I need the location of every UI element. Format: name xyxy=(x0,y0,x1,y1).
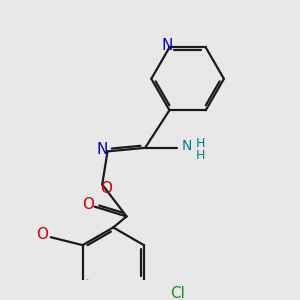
Text: Cl: Cl xyxy=(171,286,185,300)
Text: N: N xyxy=(97,142,108,157)
Text: O: O xyxy=(100,181,112,196)
Text: O: O xyxy=(36,227,48,242)
Text: H: H xyxy=(195,149,205,162)
Text: H: H xyxy=(195,137,205,150)
Text: O: O xyxy=(82,196,94,211)
Text: N: N xyxy=(182,139,192,153)
Text: N: N xyxy=(162,38,173,53)
